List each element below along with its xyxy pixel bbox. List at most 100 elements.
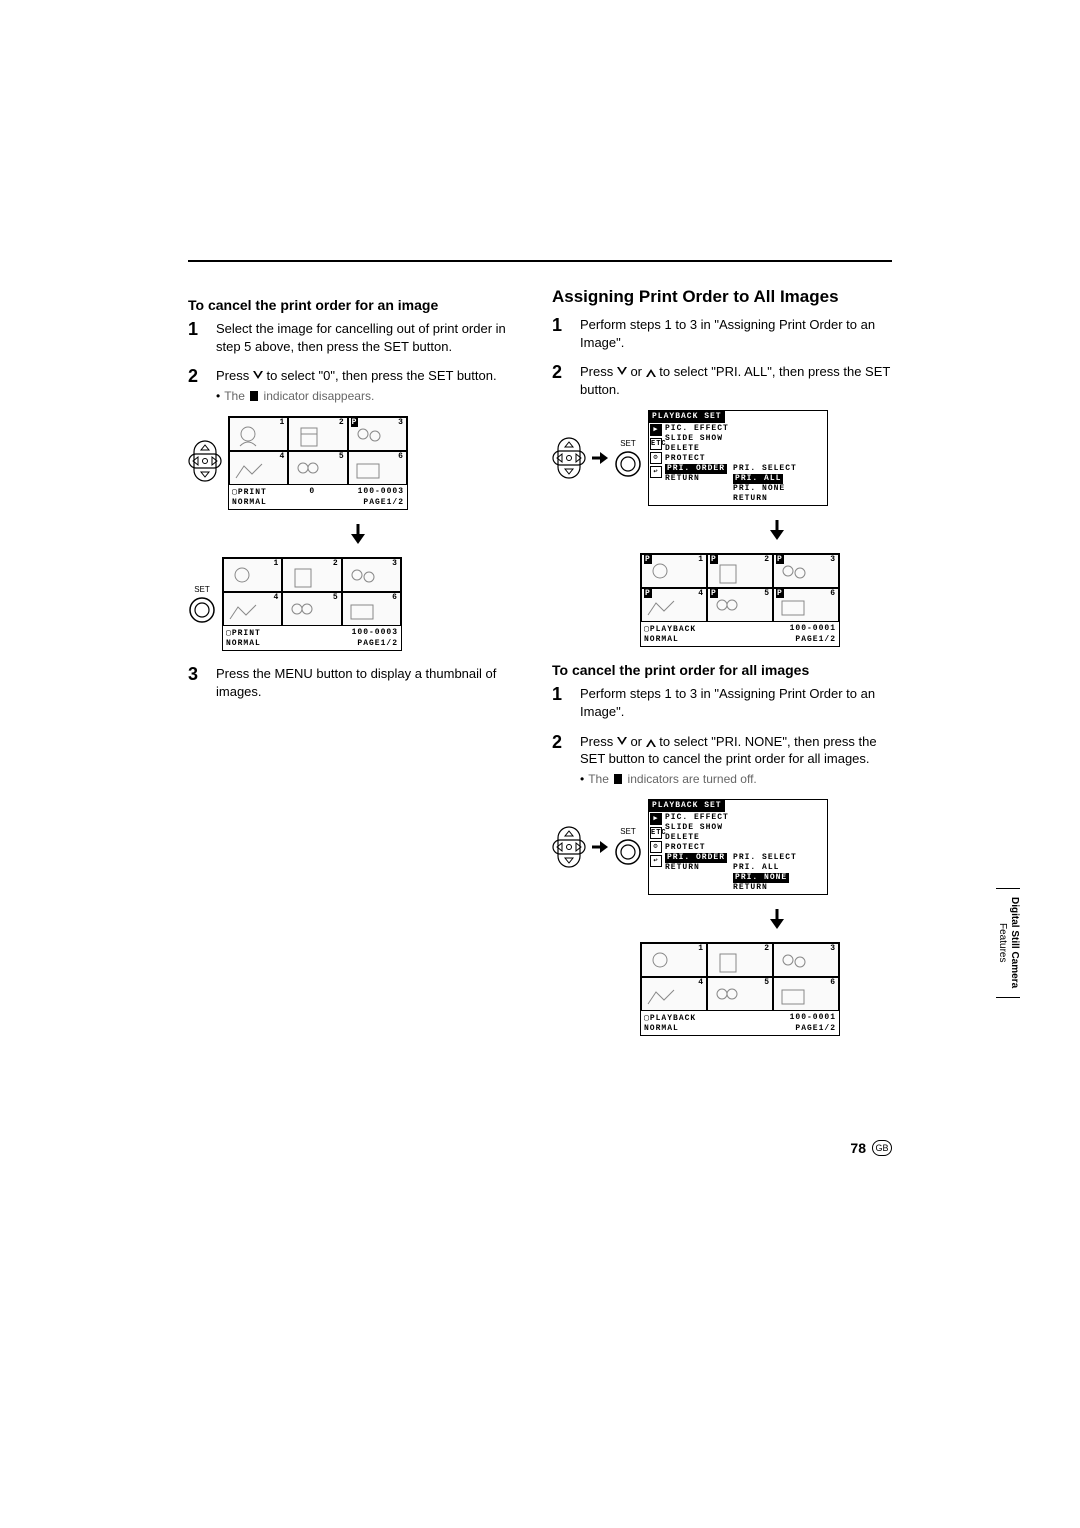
set-label: SET xyxy=(620,827,636,836)
set-button-icon xyxy=(188,596,216,624)
thumb-cell: 6 xyxy=(773,977,839,1011)
step-number: 2 xyxy=(188,367,202,404)
diagram-set-lcd2: SET 1 2 3 4 5 6 ▢ xyxy=(188,557,528,651)
thumb-cell: 6 xyxy=(348,451,407,485)
menu-item: SLIDE SHOW xyxy=(665,823,825,833)
side-tab-line2: Features xyxy=(997,923,1008,962)
side-tab-line1: Digital Still Camera xyxy=(1009,897,1020,988)
up-triangle-icon xyxy=(646,737,656,747)
side-tab: Digital Still Camera Features xyxy=(996,888,1020,998)
bullet-dot: • xyxy=(216,388,220,404)
step-number: 3 xyxy=(188,665,202,700)
diagram-controls-menu2: SET PLAYBACK SET ▶ ETC ⚙ ↩ PIC. EFFECT xyxy=(552,799,892,895)
thumb-grid: P1 P2 P3 P4 P5 P6 xyxy=(641,554,839,622)
menu-item-selected: PRI. ORDER xyxy=(665,464,727,474)
lcd-thumbnails-1: 1 2 P3 4 5 6 ▢PRINT 0 100-0003 NORMAL xyxy=(228,416,408,510)
thumb-cell: 4 xyxy=(229,451,288,485)
menu-item-with-sub: PRI. ORDER RETURN PRI. SELECT PRI. ALL P… xyxy=(665,464,825,504)
down-arrow-icon xyxy=(662,520,892,545)
menu-item: RETURN xyxy=(665,474,727,484)
thumb-cell: P6 xyxy=(773,588,839,622)
dpad-icon xyxy=(552,825,586,869)
down-triangle-icon xyxy=(617,367,627,377)
bullet-text: The indicator disappears. xyxy=(224,388,374,404)
menu-item: RETURN xyxy=(665,863,727,873)
page-content: To cancel the print order for an image 1… xyxy=(188,260,892,1050)
bullet-dot: • xyxy=(580,771,584,787)
step-number: 1 xyxy=(552,316,566,351)
lcd-thumbnails-2: 1 2 3 4 5 6 ▢PRINT 100-0003 NORMAL PAGE1… xyxy=(222,557,402,651)
down-triangle-icon xyxy=(253,371,263,381)
left-heading: To cancel the print order for an image xyxy=(188,296,528,314)
set-button-group: SET xyxy=(614,827,642,866)
thumb-cell: P3 xyxy=(773,554,839,588)
submenu-item: PRI. ALL xyxy=(733,863,797,873)
menu-tab-icon: ETC xyxy=(650,827,662,839)
step-text: Press or to select "PRI. ALL", then pres… xyxy=(580,363,892,398)
left-column: To cancel the print order for an image 1… xyxy=(188,286,528,1050)
bullet-text: The indicators are turned off. xyxy=(588,771,757,787)
menu-tab-icon: ▶ xyxy=(650,813,662,825)
menu-title: PLAYBACK SET xyxy=(649,800,725,812)
submenu-item: PRI. SELECT xyxy=(733,853,797,863)
thumb-cell: P5 xyxy=(707,588,773,622)
menu-tab-icon: ⚙ xyxy=(650,841,662,853)
menu-item-with-sub: PRI. ORDER RETURN PRI. SELECT PRI. ALL P… xyxy=(665,853,825,893)
thumb-cell: 1 xyxy=(223,558,282,592)
menu-item: PROTECT xyxy=(665,454,825,464)
thumb-cell: 5 xyxy=(282,592,341,626)
thumb-cell: 3 xyxy=(342,558,401,592)
submenu-item: PRI. SELECT xyxy=(733,464,797,474)
menu-item: DELETE xyxy=(665,833,825,843)
submenu-item: RETURN xyxy=(733,494,797,504)
up-triangle-icon xyxy=(646,367,656,377)
thumb-grid: 1 2 3 4 5 6 xyxy=(641,943,839,1011)
menu-item: DELETE xyxy=(665,444,825,454)
right-step-a2: 2 Press or to select "PRI. ALL", then pr… xyxy=(552,363,892,398)
step-text-span: Press to select "0", then press the SET … xyxy=(216,368,497,383)
menu-item-selected: PRI. ORDER xyxy=(665,853,727,863)
submenu-item: RETURN xyxy=(733,883,797,893)
submenu: PRI. SELECT PRI. ALL PRI. NONE RETURN xyxy=(733,853,797,893)
indicator-block-icon xyxy=(250,391,258,401)
thumb-cell: 5 xyxy=(288,451,347,485)
right-step-a1: 1 Perform steps 1 to 3 in "Assigning Pri… xyxy=(552,316,892,351)
lcd-menu-2: PLAYBACK SET ▶ ETC ⚙ ↩ PIC. EFFECT SLIDE… xyxy=(648,799,828,895)
bullet-note: • The indicators are turned off. xyxy=(580,771,892,787)
region-badge: GB xyxy=(872,1140,892,1156)
thumb-cell: P3 xyxy=(348,417,407,451)
indicator-block-icon xyxy=(614,774,622,784)
left-step-1: 1 Select the image for cancelling out of… xyxy=(188,320,528,355)
thumb-cell: P1 xyxy=(641,554,707,588)
thumb-grid: 1 2 P3 4 5 6 xyxy=(229,417,407,485)
diagram-lcd3: P1 P2 P3 P4 P5 P6 ▢PLAYBACK 100-0001 NOR… xyxy=(640,553,892,647)
set-button-group: SET xyxy=(188,585,216,624)
lcd-menu-1: PLAYBACK SET ▶ ETC ⚙ ↩ PIC. EFFECT SLIDE… xyxy=(648,410,828,506)
thumb-cell: 2 xyxy=(707,943,773,977)
step-text: Press to select "0", then press the SET … xyxy=(216,367,528,404)
menu-item: PROTECT xyxy=(665,843,825,853)
diagram-dpad-lcd1: 1 2 P3 4 5 6 ▢PRINT 0 100-0003 NORMAL xyxy=(188,416,528,510)
menu-item: SLIDE SHOW xyxy=(665,434,825,444)
submenu: PRI. SELECT PRI. ALL PRI. NONE RETURN xyxy=(733,464,797,504)
menu-title: PLAYBACK SET xyxy=(649,411,725,423)
menu-tab-icon: ↩ xyxy=(650,855,662,867)
menu-icon-column: ▶ ETC ⚙ ↩ xyxy=(649,812,663,894)
thumb-grid: 1 2 3 4 5 6 xyxy=(223,558,401,626)
submenu-item-selected: PRI. NONE xyxy=(733,873,789,883)
menu-item: PIC. EFFECT xyxy=(665,813,825,823)
top-rule xyxy=(188,260,892,262)
diagram-lcd4: 1 2 3 4 5 6 ▢PLAYBACK 100-0001 NORMAL PA… xyxy=(640,942,892,1036)
down-arrow-icon xyxy=(662,909,892,934)
thumb-cell: 2 xyxy=(282,558,341,592)
page-footer: 78 GB xyxy=(850,1140,892,1156)
dpad-icon xyxy=(188,439,222,488)
thumb-cell: 4 xyxy=(223,592,282,626)
right-arrow-icon xyxy=(592,840,608,854)
down-triangle-icon xyxy=(617,737,627,747)
thumb-cell: 2 xyxy=(288,417,347,451)
menu-items: PIC. EFFECT SLIDE SHOW DELETE PROTECT PR… xyxy=(663,812,827,894)
submenu-item-selected: PRI. ALL xyxy=(733,474,783,484)
page-number: 78 xyxy=(850,1140,866,1156)
menu-body: ▶ ETC ⚙ ↩ PIC. EFFECT SLIDE SHOW DELETE … xyxy=(649,812,827,894)
